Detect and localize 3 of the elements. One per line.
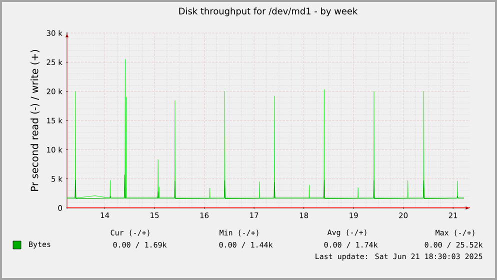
chart-title: Disk throughput for /dev/md1 - by week bbox=[179, 8, 358, 16]
line-series bbox=[67, 174, 464, 199]
y-axis-title: Pr second read (-) / write (+) bbox=[30, 50, 40, 191]
